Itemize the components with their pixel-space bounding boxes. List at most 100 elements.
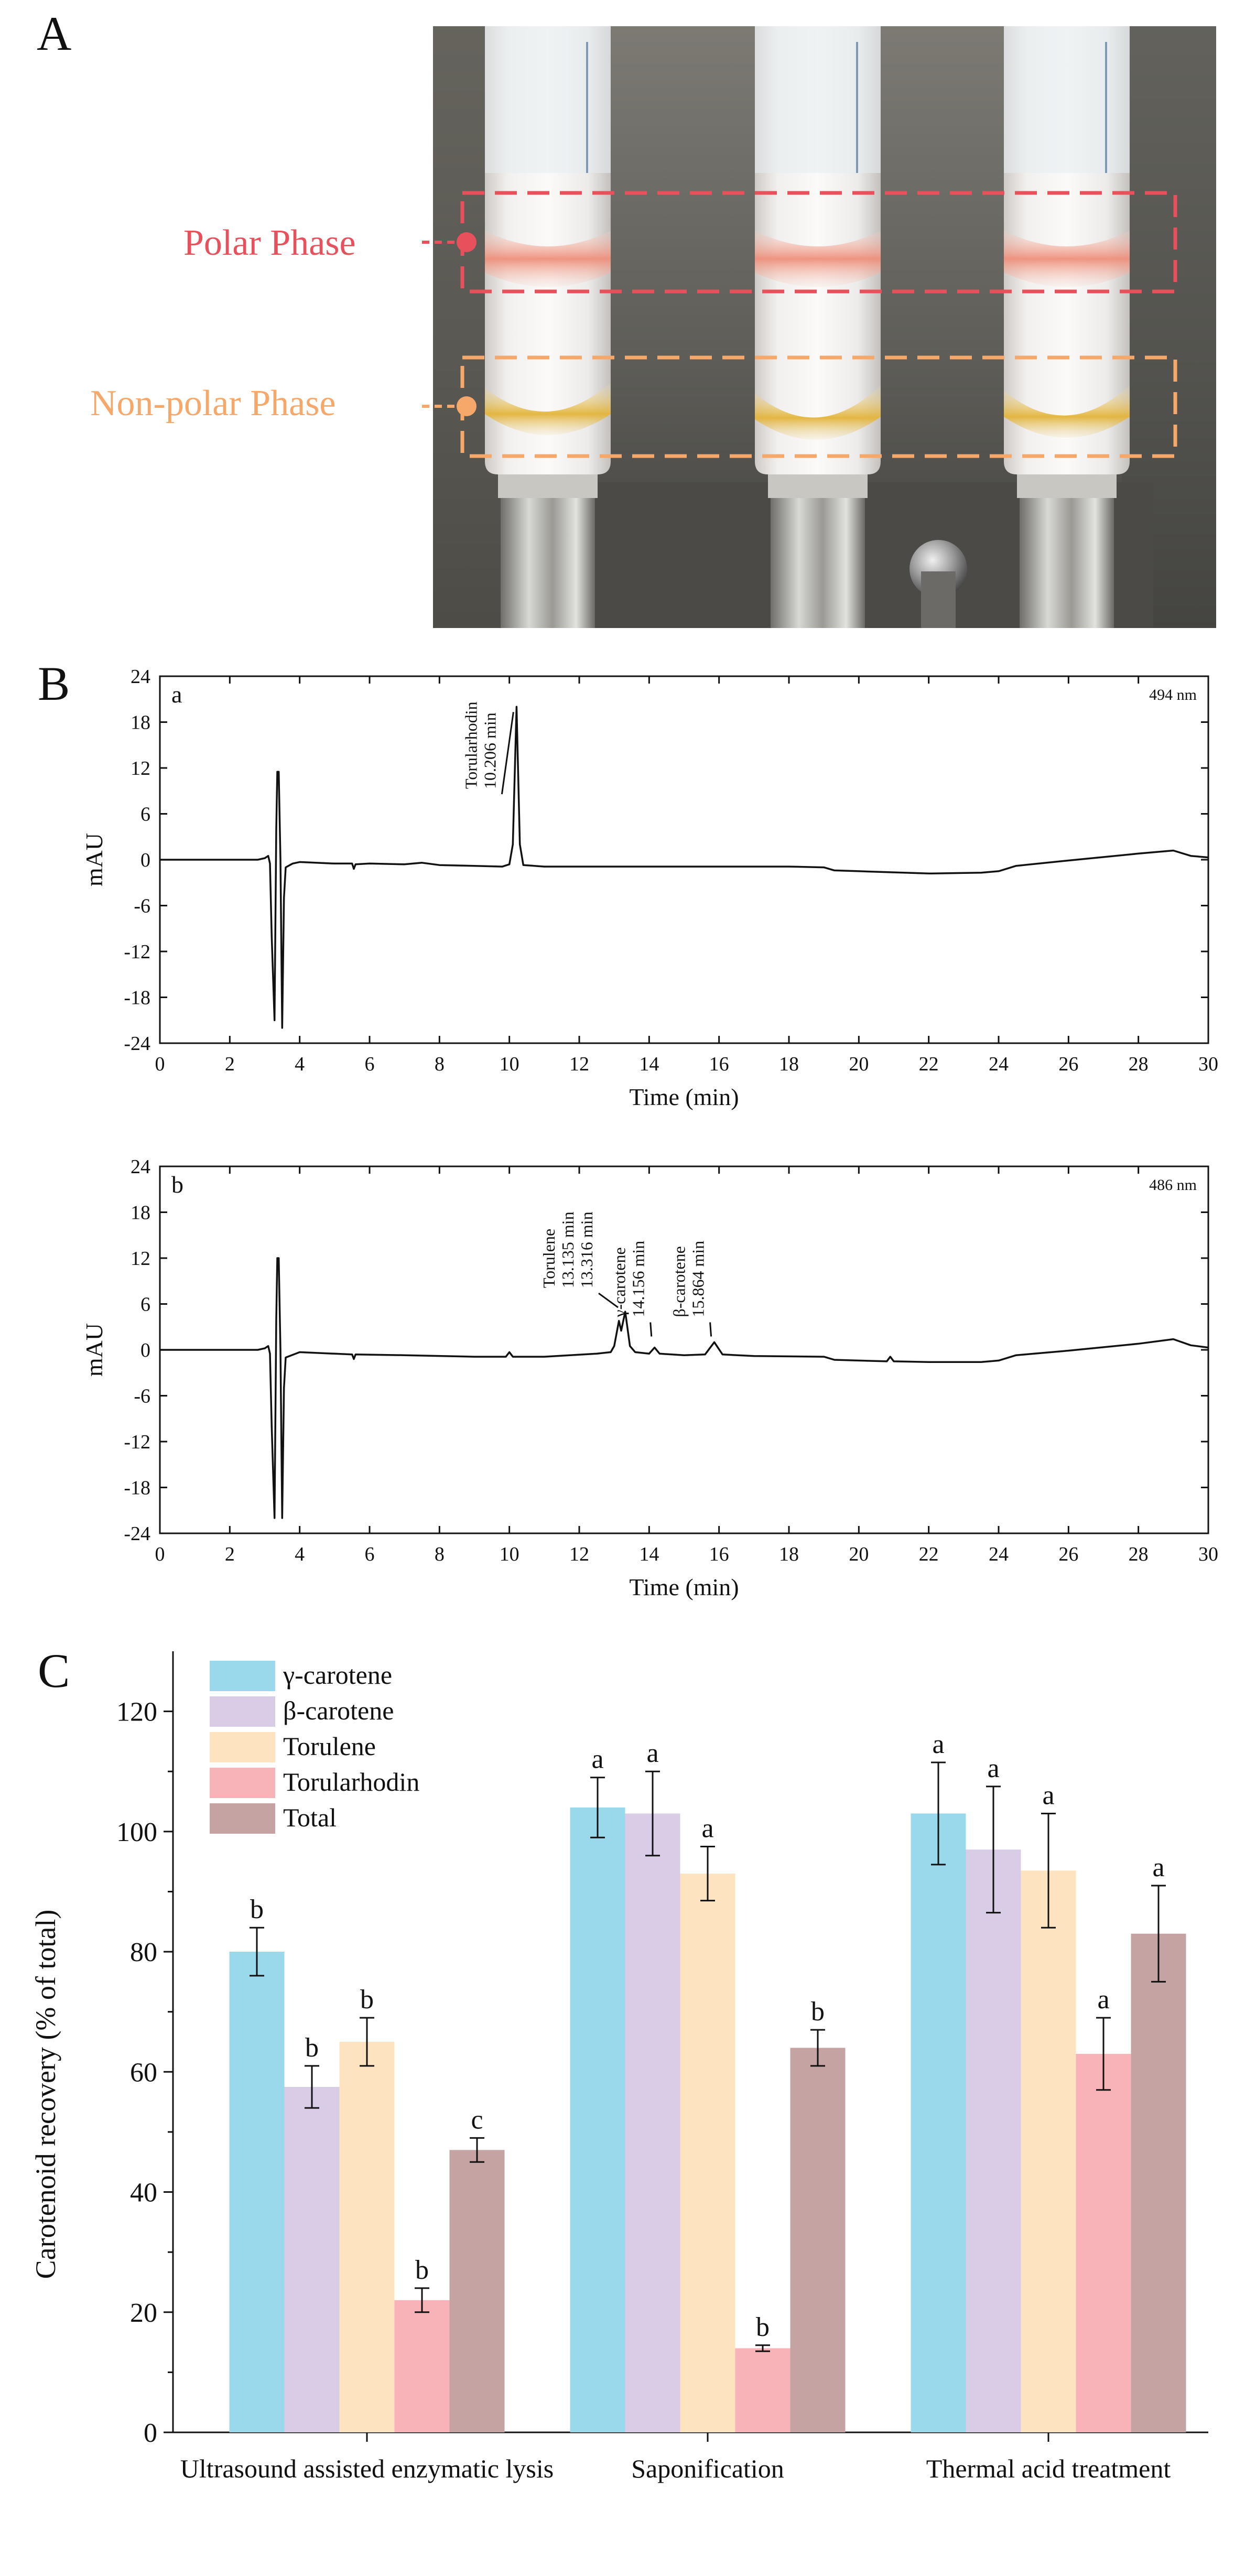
significance-letter: a <box>1042 1780 1054 1810</box>
legend: γ-carotene β-carotene Torulene Torularhodin… <box>210 1660 419 1834</box>
x-axis-label: Time (min) <box>629 1084 739 1110</box>
x-tick-label: 24 <box>989 1053 1009 1075</box>
legend-swatch <box>210 1696 275 1727</box>
peak-annotation: γ-carotene 14.156 min <box>610 1241 653 1337</box>
wavelength-label: 494 nm <box>1149 686 1197 703</box>
tube-1 <box>485 26 611 628</box>
nonpolar-phase-marker-icon <box>457 396 477 416</box>
x-tick-label: 26 <box>1058 1053 1078 1075</box>
x-tick-label: 18 <box>779 1053 799 1075</box>
y-tick-label: 20 <box>130 2298 157 2328</box>
x-tick-label: 22 <box>919 1053 939 1075</box>
y-tick-label: 100 <box>116 1817 157 1847</box>
bar <box>1021 1870 1076 2432</box>
x-tick-label: 28 <box>1129 1053 1149 1075</box>
peak-leader-line <box>649 1322 653 1337</box>
legend-swatch <box>210 1803 275 1834</box>
panel-b-letter: B <box>38 657 70 710</box>
bar <box>570 1807 625 2432</box>
y-tick-label: 120 <box>116 1697 157 1727</box>
x-axis-label: Time (min) <box>629 1574 739 1600</box>
x-tick-label: 10 <box>500 1053 519 1075</box>
y-tick-label: 0 <box>140 849 150 871</box>
polar-phase-label: Polar Phase <box>183 223 356 263</box>
peak-annotation-text: 13.316 min <box>577 1211 596 1288</box>
y-tick-label: -24 <box>124 1523 150 1545</box>
significance-letter: b <box>360 1985 374 2015</box>
x-tick-label: 8 <box>435 1053 445 1075</box>
x-tick-label: 2 <box>225 1543 235 1565</box>
tube-3 <box>1004 26 1130 628</box>
y-tick-label: -12 <box>124 1431 150 1453</box>
x-tick-label: 24 <box>989 1543 1009 1565</box>
y-tick-label: -6 <box>134 895 150 917</box>
y-axis-label: Carotenoid recovery (% of total) <box>30 1910 61 2279</box>
y-tick-label: 24 <box>131 666 150 688</box>
y-tick-label: 18 <box>131 712 150 734</box>
x-tick-label: 16 <box>709 1053 729 1075</box>
y-tick-label: 40 <box>130 2178 157 2208</box>
legend-label: Torularhodin <box>283 1767 419 1796</box>
peak-annotation: Torularhodin 10.206 min <box>461 701 514 795</box>
x-tick-label: 28 <box>1129 1543 1149 1565</box>
recovery-bar-chart: 0 20 40 60 80 100 120 Carotenoid recovery (% of… <box>30 1651 1208 2483</box>
peak-leader-line <box>709 1322 712 1337</box>
peak-annotation-text: Torulene <box>539 1229 558 1288</box>
significance-letter: a <box>1152 1853 1164 1882</box>
plot-frame <box>159 1165 1209 1534</box>
y-axis-label: mAU <box>81 1323 107 1377</box>
category-label: Saponification <box>631 2454 784 2483</box>
peak-annotation: Torulene 13.135 min 13.316 min <box>539 1211 619 1308</box>
nonpolar-phase-label: Non-polar Phase <box>90 383 336 424</box>
significance-letter: a <box>591 1745 603 1774</box>
category-label: Thermal acid treatment <box>926 2454 1171 2483</box>
significance-letter: a <box>646 1738 658 1768</box>
bar <box>625 1813 680 2432</box>
y-tick-label: 24 <box>131 1156 150 1178</box>
y-tick-label: 6 <box>140 804 150 826</box>
legend-swatch <box>210 1661 275 1691</box>
y-tick-label: 12 <box>131 1248 150 1270</box>
peak-annotation-text: γ-carotene <box>610 1247 629 1317</box>
legend-swatch <box>210 1732 275 1762</box>
y-tick-label: 18 <box>131 1202 150 1224</box>
plot-frame <box>159 675 1209 1044</box>
y-tick-label: 60 <box>130 2058 157 2087</box>
y-tick-label: 80 <box>130 1938 157 1967</box>
bar <box>966 1849 1021 2432</box>
panel-a-letter: A <box>37 7 71 60</box>
y-tick-label: 6 <box>140 1294 150 1316</box>
legend-swatch <box>210 1768 275 1798</box>
chromatogram-b: 0 2 4 6 8 10 12 14 16 18 20 22 24 26 28 3024181260-6-12… <box>81 1156 1218 1600</box>
significance-letter: b <box>756 2312 770 2342</box>
legend-label: Total <box>283 1803 337 1832</box>
bar <box>339 2042 395 2432</box>
x-tick-label: 2 <box>225 1053 235 1075</box>
bar <box>1131 1933 1186 2432</box>
x-tick-label: 6 <box>365 1053 375 1075</box>
bar <box>1076 2053 1131 2432</box>
peak-annotation-text: 13.135 min <box>558 1211 577 1288</box>
significance-letter: a <box>701 1814 713 1844</box>
peak-leader-line <box>501 712 514 795</box>
tube-photo <box>433 26 1216 628</box>
legend-label: γ-carotene <box>283 1660 392 1690</box>
wavelength-label: 486 nm <box>1149 1176 1197 1194</box>
bar <box>680 1874 735 2432</box>
peak-annotation-text: 15.864 min <box>689 1241 708 1317</box>
chromatogram-trace <box>160 706 1209 1029</box>
y-tick-label: 12 <box>131 757 150 780</box>
x-tick-label: 22 <box>919 1543 939 1565</box>
x-tick-label: 30 <box>1198 1053 1218 1075</box>
peak-annotation-text: Torularhodin <box>461 701 480 789</box>
bar <box>229 1952 285 2432</box>
x-tick-label: 30 <box>1198 1543 1218 1565</box>
x-tick-label: 10 <box>500 1543 519 1565</box>
bar <box>394 2300 450 2432</box>
significance-letter: b <box>811 1997 825 2027</box>
legend-label: β-carotene <box>283 1696 394 1725</box>
x-tick-label: 26 <box>1058 1543 1078 1565</box>
chromatogram-panel-label: b <box>171 1171 183 1198</box>
panel-a: A <box>37 7 1216 628</box>
